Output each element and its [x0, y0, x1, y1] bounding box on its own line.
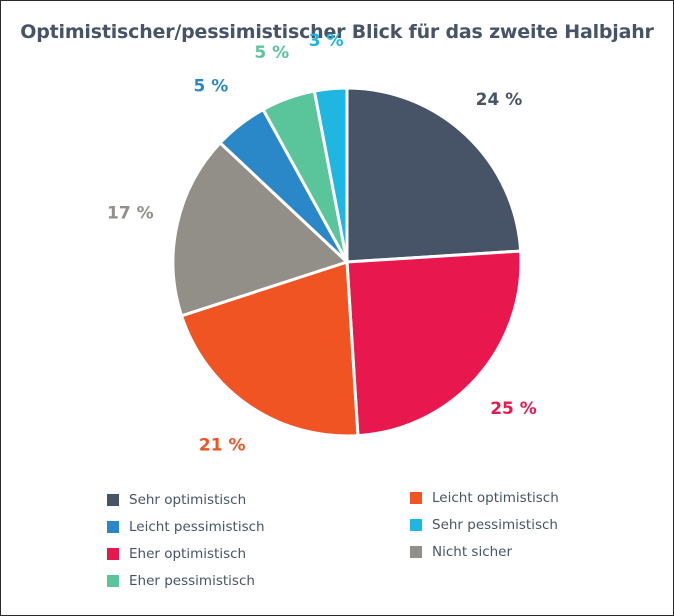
pie-slice-leicht-optimistisch — [180, 260, 360, 438]
legend-swatch — [410, 546, 422, 558]
data-label-leicht-pessimistisch: 5 % — [194, 77, 229, 97]
pie-slice-sehr-pessimistisch — [312, 86, 349, 264]
data-label-sehr-pessimistisch: 3 % — [309, 31, 344, 51]
legend-swatch — [107, 521, 119, 533]
pie-slice-nicht-sicher — [171, 141, 349, 318]
legend-swatch — [107, 548, 119, 560]
legend-item-nicht-sicher: Nicht sicher — [410, 544, 512, 560]
pie-slice-sehr-optimistisch — [345, 86, 523, 264]
data-label-sehr-optimistisch: 24 % — [476, 90, 523, 110]
data-label-eher-pessimistisch: 5 % — [254, 43, 289, 63]
legend-item-eher-optimistisch: Eher optimistisch — [107, 546, 246, 562]
chart-title: Optimistischer/pessimistischer Blick für… — [20, 21, 654, 43]
legend-item-sehr-optimistisch: Sehr optimistisch — [107, 492, 246, 508]
legend-label: Eher pessimistisch — [129, 573, 255, 589]
data-label-leicht-optimistisch: 21 % — [199, 436, 246, 456]
legend-swatch — [107, 575, 119, 587]
legend-item-leicht-optimistisch: Leicht optimistisch — [410, 490, 559, 506]
legend-label: Sehr optimistisch — [129, 492, 247, 508]
data-label-nicht-sicher: 17 % — [107, 204, 154, 224]
legend-label: Nicht sicher — [432, 544, 513, 560]
pie-slice-eher-optimistisch — [345, 249, 523, 438]
legend-label: Sehr pessimistisch — [432, 517, 558, 533]
legend-swatch — [410, 519, 422, 531]
legend-item-leicht-pessimistisch: Leicht pessimistisch — [107, 519, 265, 535]
data-label-eher-optimistisch: 25 % — [490, 399, 537, 419]
legend-label: Leicht pessimistisch — [129, 519, 265, 535]
legend-swatch — [107, 494, 119, 506]
legend-swatch — [410, 492, 422, 504]
legend-item-eher-pessimistisch: Eher pessimistisch — [107, 573, 255, 589]
legend-label: Leicht optimistisch — [432, 490, 559, 506]
legend-item-sehr-pessimistisch: Sehr pessimistisch — [410, 517, 558, 533]
legend-label: Eher optimistisch — [129, 546, 247, 562]
